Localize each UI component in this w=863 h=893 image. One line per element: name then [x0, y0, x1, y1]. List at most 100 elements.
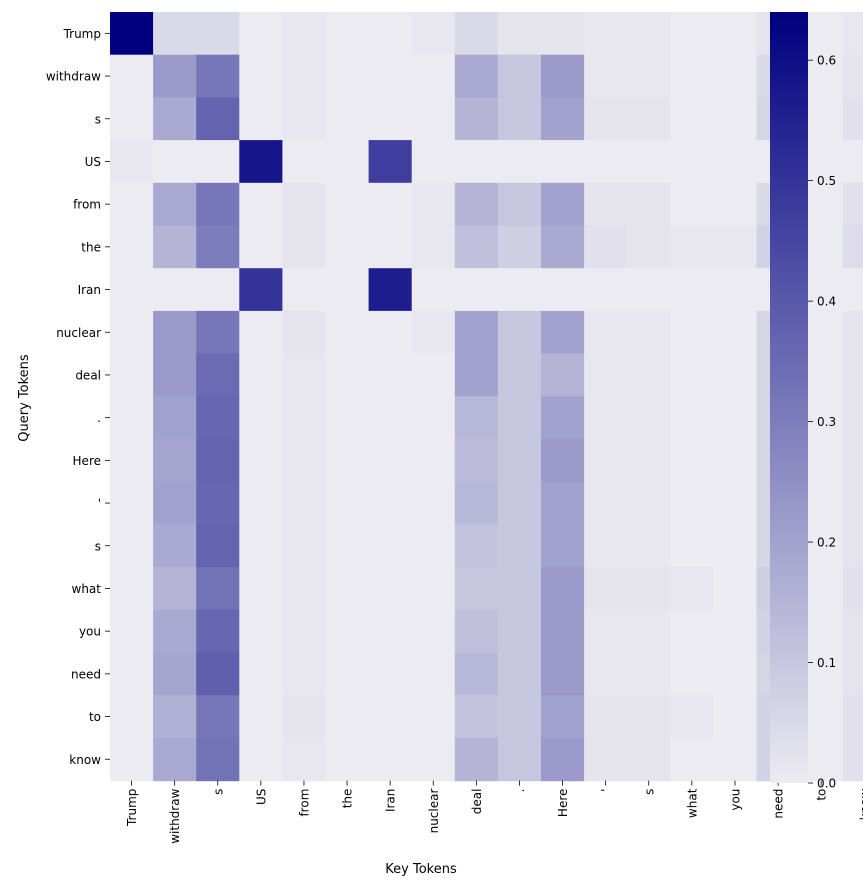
heatmap-cell-13-2 [196, 567, 240, 611]
heatmap-cell-10-11 [584, 439, 628, 483]
heatmap-cell-14-14 [713, 609, 758, 654]
x-tick-label: what [685, 788, 699, 818]
heatmap-cell-7-10 [541, 310, 585, 355]
heatmap-cell-6-10 [541, 268, 585, 312]
heatmap-cell-3-8 [454, 140, 499, 184]
heatmap-cell-5-8 [454, 225, 499, 269]
heatmap-cell-14-7 [411, 609, 456, 654]
heatmap-cell-2-14 [713, 97, 758, 141]
heatmap-cell-10-9 [497, 439, 542, 483]
heatmap-cell-1-2 [196, 54, 240, 98]
heatmap-cell-3-1 [153, 140, 197, 184]
y-tick-label: from [73, 198, 101, 212]
heatmap-cell-16-3 [239, 695, 283, 739]
heatmap-cell-13-3 [239, 567, 283, 611]
heatmap-cell-8-7 [411, 353, 456, 397]
heatmap-cell-11-2 [196, 481, 240, 525]
heatmap-cell-1-17 [842, 54, 863, 98]
heatmap-cell-9-14 [713, 396, 758, 440]
heatmap-cell-17-14 [713, 737, 758, 782]
heatmap-cell-9-12 [627, 396, 671, 440]
heatmap-cell-4-7 [411, 182, 456, 227]
heatmap-cell-0-6 [368, 12, 413, 56]
heatmap-cell-13-11 [584, 567, 628, 611]
heatmap-cell-1-3 [239, 54, 283, 98]
heatmap-cell-10-6 [368, 439, 413, 483]
y-tick-label: deal [75, 368, 101, 382]
colorbar: 0.0 0.1 0.2 0.3 0.4 0.5 0.6 [770, 12, 836, 791]
heatmap-cell-11-17 [842, 481, 863, 525]
heatmap-cell-10-0 [110, 439, 154, 483]
heatmap-cells [110, 12, 863, 782]
heatmap-cell-1-9 [497, 54, 542, 98]
heatmap-cell-7-9 [497, 310, 542, 355]
heatmap-cell-1-4 [282, 54, 327, 98]
heatmap-cell-17-17 [842, 737, 863, 782]
heatmap-cell-12-7 [411, 524, 456, 568]
heatmap-cell-15-11 [584, 652, 628, 696]
y-tick-label: the [81, 240, 101, 254]
heatmap-cell-0-4 [282, 12, 327, 56]
heatmap-cell-13-8 [454, 567, 499, 611]
x-tick-label: need [772, 789, 786, 819]
heatmap-cell-0-7 [411, 12, 456, 56]
heatmap-cell-14-8 [454, 609, 499, 654]
heatmap-cell-14-12 [627, 609, 671, 654]
heatmap-cell-4-13 [670, 182, 714, 227]
heatmap-cell-10-1 [153, 439, 197, 483]
heatmap-cell-14-4 [282, 609, 327, 654]
heatmap-cell-5-12 [627, 225, 671, 269]
heatmap-cell-13-1 [153, 567, 197, 611]
heatmap-cell-2-17 [842, 97, 863, 141]
y-tick-label: withdraw [46, 70, 101, 84]
heatmap-cell-1-13 [670, 54, 714, 98]
colorbar-tick-label: 0.0 [817, 777, 836, 791]
heatmap-cell-2-7 [411, 97, 456, 141]
heatmap-cell-6-11 [584, 268, 628, 312]
heatmap-cell-8-17 [842, 353, 863, 397]
heatmap-cell-2-11 [584, 97, 628, 141]
heatmap-cell-16-10 [541, 695, 585, 739]
heatmap-cell-17-7 [411, 737, 456, 782]
x-tick-label: US [254, 789, 268, 805]
y-tick-label: . [97, 411, 101, 425]
heatmap-cell-9-11 [584, 396, 628, 440]
heatmap-cell-7-8 [454, 310, 499, 355]
heatmap-cell-0-10 [541, 12, 585, 56]
heatmap-cell-15-10 [541, 652, 585, 696]
heatmap-cell-17-12 [627, 737, 671, 782]
colorbar-gradient [770, 12, 808, 783]
x-tick-label: to [815, 789, 829, 801]
heatmap-cell-7-7 [411, 310, 456, 355]
heatmap-cell-13-17 [842, 567, 863, 611]
heatmap-cell-9-6 [368, 396, 413, 440]
heatmap-cell-3-17 [842, 140, 863, 184]
heatmap-cell-4-5 [325, 182, 370, 227]
heatmap-cell-7-14 [713, 310, 758, 355]
heatmap-cell-17-0 [110, 737, 154, 782]
heatmap-cell-6-1 [153, 268, 197, 312]
x-tick-label: Here [556, 789, 570, 817]
heatmap-cell-15-14 [713, 652, 758, 696]
colorbar-tick-label: 0.2 [817, 536, 836, 550]
heatmap-cell-5-2 [196, 225, 240, 269]
x-tick-label: the [341, 789, 355, 809]
heatmap-cell-3-14 [713, 140, 758, 184]
heatmap-cell-11-6 [368, 481, 413, 525]
heatmap-cell-2-2 [196, 97, 240, 141]
heatmap-cell-0-0 [110, 12, 154, 56]
heatmap-cell-12-12 [627, 524, 671, 568]
heatmap-cell-11-10 [541, 481, 585, 525]
x-tick-label: withdraw [168, 788, 182, 843]
heatmap-cell-14-3 [239, 609, 283, 654]
heatmap-cell-3-2 [196, 140, 240, 184]
heatmap-cell-10-4 [282, 439, 327, 483]
heatmap-cell-13-13 [670, 567, 714, 611]
heatmap-cell-7-4 [282, 310, 327, 355]
x-tick-label: from [298, 789, 312, 817]
y-tick-label: Trump [63, 27, 101, 41]
heatmap-cell-6-12 [627, 268, 671, 312]
heatmap-cell-17-6 [368, 737, 413, 782]
heatmap-cell-3-5 [325, 140, 370, 184]
heatmap-cell-4-3 [239, 182, 283, 227]
